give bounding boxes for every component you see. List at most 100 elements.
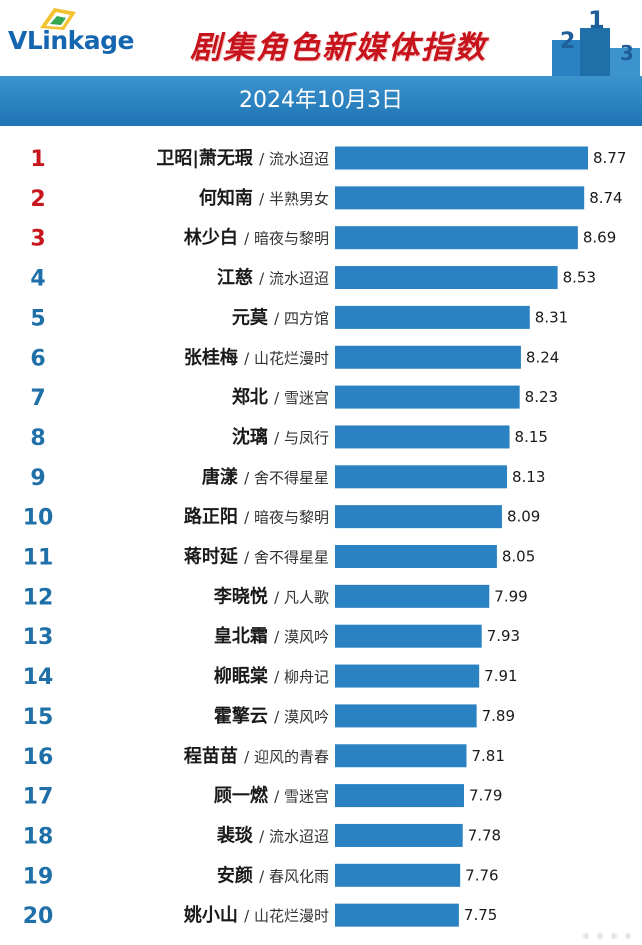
brand-logo: VLinkage xyxy=(8,26,135,55)
value-label: 7.91 xyxy=(484,667,517,685)
drama-name: / 流水迢迢 xyxy=(259,827,329,845)
bar xyxy=(335,465,508,489)
character-name: 卫昭|萧无瑕 xyxy=(156,148,259,169)
rank-label: 6 xyxy=(30,346,45,371)
value-label: 7.76 xyxy=(465,866,498,884)
value-label: 7.78 xyxy=(468,826,501,844)
row-label: 路正阳 / 暗夜与黎明 xyxy=(184,506,329,528)
bar xyxy=(335,664,480,688)
row-label: 元莫 / 四方馆 xyxy=(232,307,329,328)
character-name: 蒋时延 xyxy=(184,547,244,568)
drama-name: / 柳舟记 xyxy=(274,668,329,686)
rank-label: 7 xyxy=(30,386,45,411)
drama-name: / 迎风的青春 xyxy=(244,748,329,766)
drama-name: / 春风化雨 xyxy=(259,867,329,885)
rank-label: 12 xyxy=(23,585,54,610)
rank-label: 11 xyxy=(23,546,54,571)
value-label: 7.93 xyxy=(487,627,520,645)
rank-label: 13 xyxy=(23,625,54,650)
bar xyxy=(335,584,490,608)
podium-label-1: 1 xyxy=(588,6,605,34)
drama-name: / 漠风吟 xyxy=(274,628,329,646)
drama-name: / 雪迷宫 xyxy=(274,389,329,407)
drama-name: / 四方馆 xyxy=(274,309,329,327)
bar xyxy=(335,744,467,768)
character-name: 林少白 xyxy=(184,227,244,249)
rank-label: 20 xyxy=(23,904,54,929)
character-name: 郑北 xyxy=(232,386,274,408)
bar xyxy=(335,784,464,808)
character-name: 李晓悦 xyxy=(213,585,274,607)
bar-chart: 1 8.77 卫昭|萧无瑕 / 流水迢迢 2 8.74 何知南 / 半熟男女 3 8.69 林少… xyxy=(23,146,626,929)
logo-mark-icon xyxy=(40,8,76,30)
date-label: 2024年10月3日 xyxy=(239,88,403,113)
bar xyxy=(335,226,578,250)
rank-label: 17 xyxy=(23,785,54,810)
character-name: 裴琰 xyxy=(216,824,259,846)
drama-name: / 漠风吟 xyxy=(274,708,329,726)
character-name: 张桂梅 xyxy=(184,346,244,368)
bar xyxy=(335,704,477,728)
row-label: 蒋时延 / 舍不得星星 xyxy=(184,547,329,568)
rank-label: 15 xyxy=(23,705,54,730)
row-label: 张桂梅 / 山花烂漫时 xyxy=(184,346,329,368)
row-label: 霍擎云 / 漠风吟 xyxy=(214,705,329,727)
bar xyxy=(335,823,463,847)
value-label: 8.13 xyxy=(512,468,545,486)
character-name: 江慈 xyxy=(217,267,259,289)
drama-name: / 流水迢迢 xyxy=(259,150,329,168)
row-label: 李晓悦 / 凡人歌 xyxy=(213,585,329,607)
row-label: 程苗苗 / 迎风的青春 xyxy=(184,746,329,767)
character-name: 霍擎云 xyxy=(214,705,274,727)
row-label: 裴琰 / 流水迢迢 xyxy=(216,824,329,846)
rank-label: 4 xyxy=(30,267,45,292)
character-name: 顾一燃 xyxy=(214,785,274,807)
value-label: 8.23 xyxy=(525,388,558,406)
row-label: 卫昭|萧无瑕 / 流水迢迢 xyxy=(156,148,329,169)
bar xyxy=(335,266,558,290)
row-label: 姚小山 / 山花烂漫时 xyxy=(183,904,329,926)
value-label: 7.89 xyxy=(482,707,515,725)
character-name: 皇北霜 xyxy=(214,625,274,647)
podium-icon: 2 1 3 xyxy=(552,6,640,76)
value-label: 7.99 xyxy=(494,587,527,605)
row-label: 江慈 / 流水迢迢 xyxy=(217,267,329,289)
character-name: 柳眠棠 xyxy=(214,665,274,687)
row-label: 郑北 / 雪迷宫 xyxy=(232,386,329,408)
drama-name: / 舍不得星星 xyxy=(244,469,329,487)
rank-label: 9 xyxy=(30,466,45,491)
character-name: 何知南 xyxy=(199,187,259,209)
drama-name: / 雪迷宫 xyxy=(274,788,329,806)
rank-label: 8 xyxy=(30,426,45,451)
bar xyxy=(335,863,461,887)
bar xyxy=(335,345,521,369)
value-label: 8.77 xyxy=(593,149,626,167)
page-title: 剧集角色新媒体指数 xyxy=(190,30,487,66)
bar xyxy=(335,545,497,568)
drama-name: / 暗夜与黎明 xyxy=(244,509,329,527)
bar xyxy=(335,624,482,648)
character-name: 安颜 xyxy=(217,864,259,886)
row-label: 柳眠棠 / 柳舟记 xyxy=(214,665,329,687)
rank-label: 5 xyxy=(30,306,45,331)
header: VLinkage 剧集角色新媒体指数 2 1 3 xyxy=(0,0,642,76)
bar xyxy=(335,305,530,329)
more-dots-icon xyxy=(583,933,631,939)
character-name: 沈璃 xyxy=(232,426,274,448)
drama-name: / 凡人歌 xyxy=(274,588,329,606)
rank-label: 14 xyxy=(23,665,54,690)
value-label: 8.31 xyxy=(535,308,568,326)
row-label: 安颜 / 春风化雨 xyxy=(217,864,329,886)
value-label: 7.75 xyxy=(464,906,497,924)
rank-label: 3 xyxy=(30,227,45,252)
value-label: 7.81 xyxy=(472,747,505,765)
bar xyxy=(335,903,459,927)
rank-label: 1 xyxy=(30,147,45,172)
character-name: 唐漾 xyxy=(202,466,244,488)
character-name: 程苗苗 xyxy=(184,746,244,767)
podium-label-3: 3 xyxy=(620,41,634,65)
drama-name: / 山花烂漫时 xyxy=(244,907,329,925)
value-label: 8.74 xyxy=(589,189,622,207)
value-label: 8.09 xyxy=(507,508,540,526)
podium-label-2: 2 xyxy=(560,29,575,54)
